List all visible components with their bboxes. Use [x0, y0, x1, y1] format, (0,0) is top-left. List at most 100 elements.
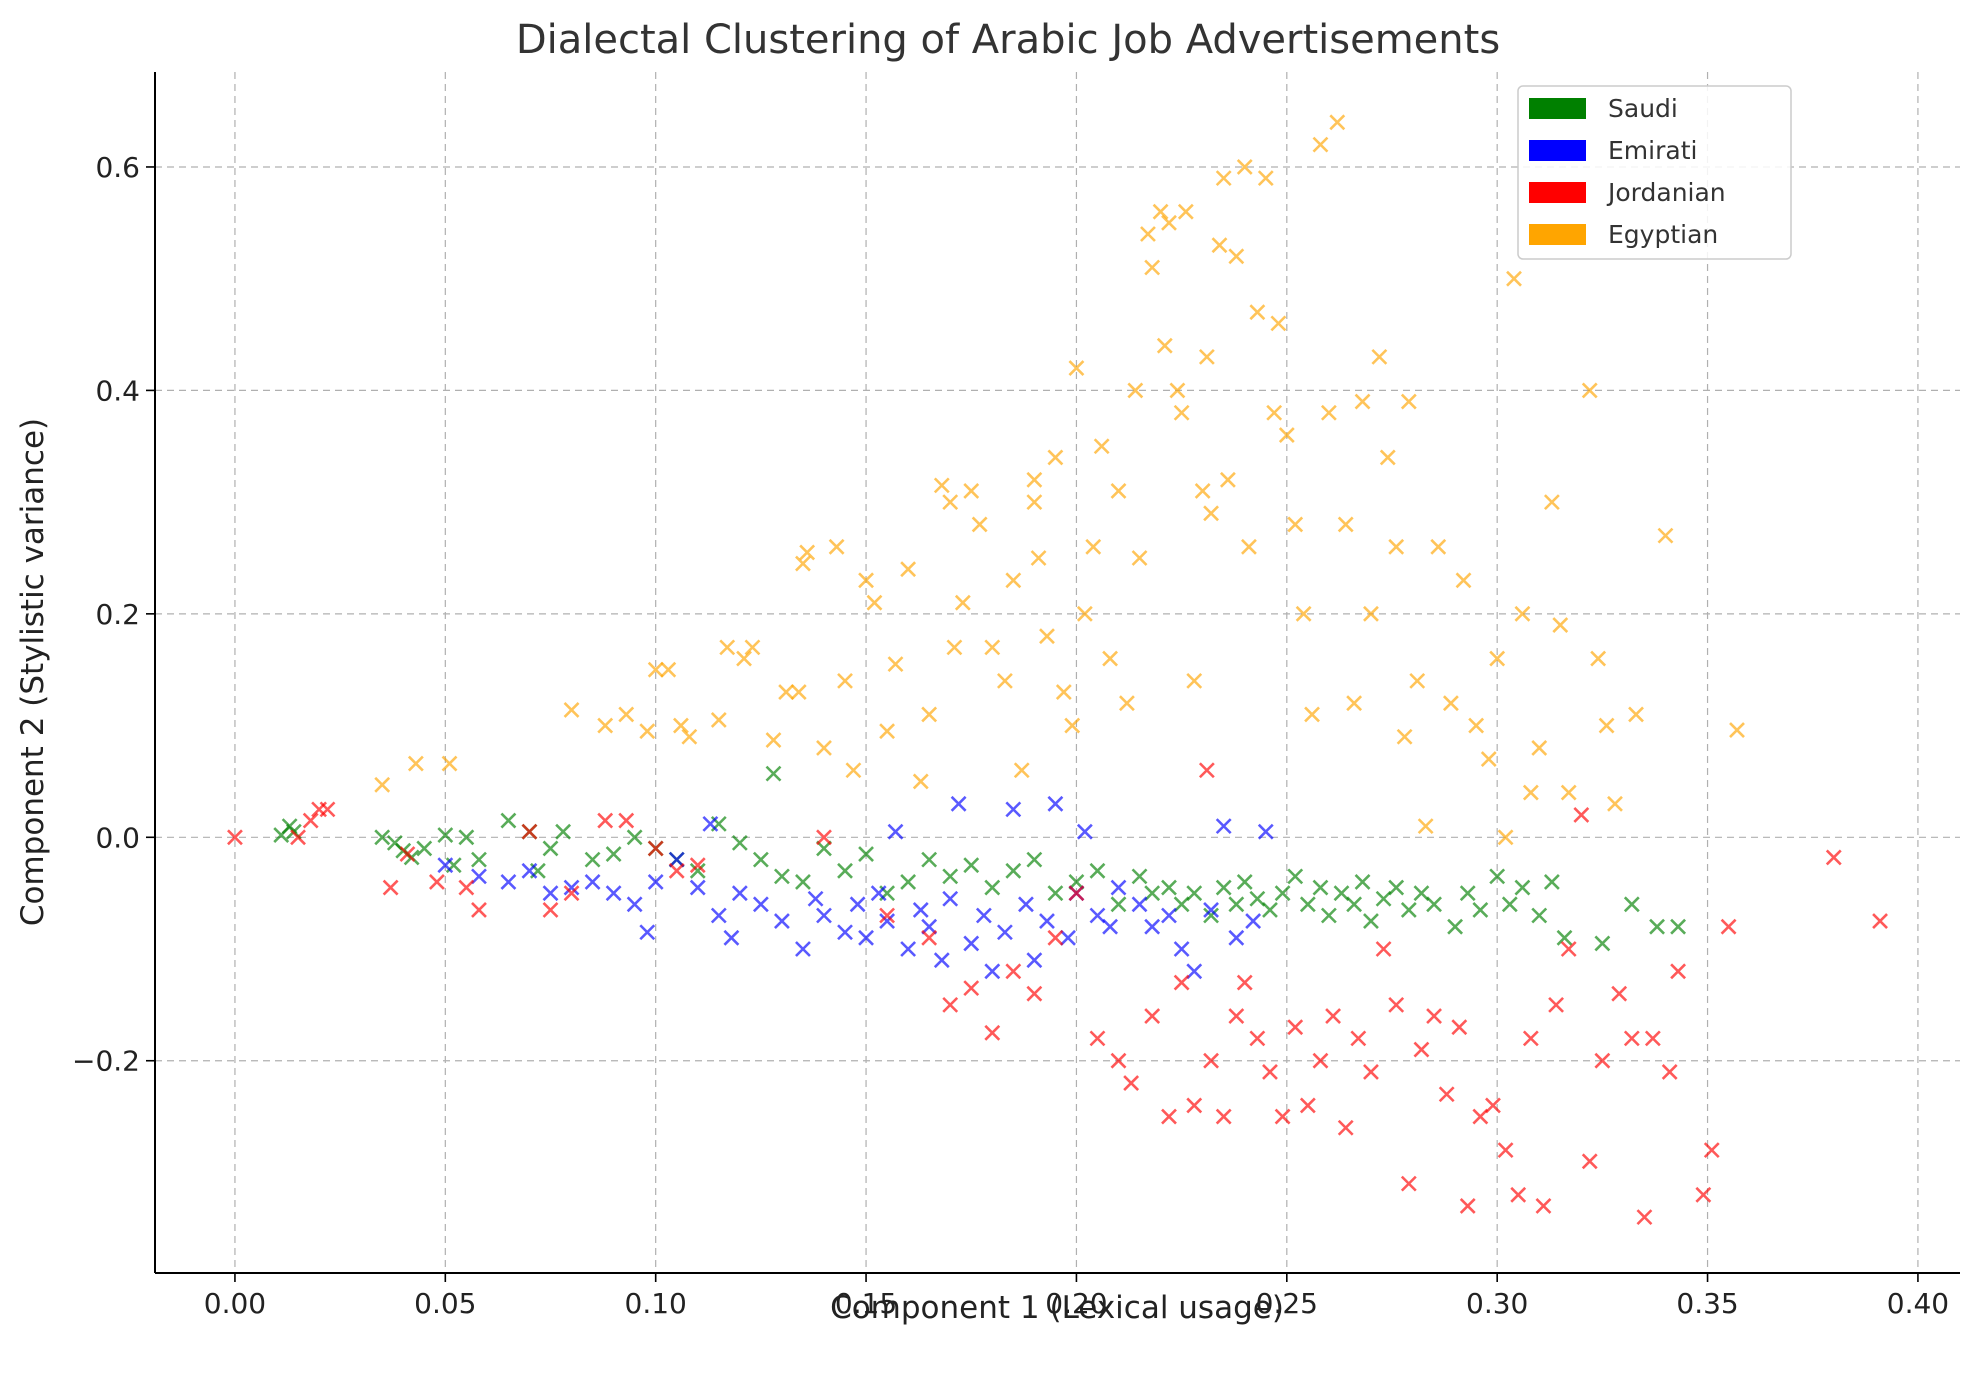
data-point: [437, 827, 454, 843]
data-point: [950, 795, 967, 812]
data-point: [374, 829, 391, 846]
data-point: [1249, 1030, 1266, 1047]
data-point: [1363, 1063, 1379, 1080]
data-point: [1161, 907, 1177, 924]
data-point: [866, 594, 883, 611]
data-point: [858, 572, 874, 589]
data-point: [921, 929, 938, 946]
data-point: [1110, 483, 1127, 499]
data-point: [1005, 963, 1022, 980]
data-point: [790, 684, 807, 700]
data-point: [887, 656, 904, 673]
data-point: [1249, 304, 1266, 321]
data-point: [1417, 818, 1434, 835]
data-point: [1442, 695, 1459, 712]
data-point: [1262, 1063, 1278, 1080]
data-point: [1287, 516, 1304, 533]
data-point: [963, 483, 980, 499]
data-point: [1219, 471, 1236, 488]
data-point: [1594, 1052, 1611, 1069]
data-point: [849, 896, 866, 913]
data-point: [1426, 1008, 1442, 1024]
legend-label: Emirati: [1608, 136, 1697, 165]
data-point: [1173, 941, 1190, 957]
data-point: [1110, 1052, 1127, 1069]
data-point: [1274, 885, 1291, 902]
x-tick-label: 0.25: [1256, 1287, 1318, 1320]
data-point: [1228, 896, 1245, 913]
data-point: [1131, 868, 1148, 885]
data-point: [1169, 382, 1186, 399]
series-jordanian: [227, 762, 1888, 1226]
data-point: [1489, 868, 1506, 885]
data-point: [1089, 1030, 1106, 1047]
data-point: [1522, 784, 1539, 801]
data-point: [1560, 941, 1577, 957]
data-point: [1670, 963, 1687, 980]
data-point: [1628, 706, 1644, 723]
data-point: [723, 929, 740, 946]
data-point: [1346, 695, 1363, 712]
legend-label: Jordanian: [1606, 178, 1726, 207]
data-point: [437, 857, 454, 874]
legend-swatch: [1529, 140, 1586, 161]
data-point: [1522, 1030, 1539, 1047]
data-point: [1531, 739, 1548, 756]
data-point: [1047, 449, 1064, 466]
data-point: [382, 879, 399, 896]
data-point: [1123, 1075, 1140, 1091]
data-point: [1039, 628, 1055, 645]
legend-swatch: [1529, 182, 1586, 203]
data-point: [1552, 617, 1569, 633]
x-tick-label: 0.30: [1466, 1287, 1528, 1320]
data-point: [1076, 605, 1093, 622]
data-point: [542, 885, 559, 902]
data-point: [933, 952, 950, 969]
data-point: [778, 684, 795, 700]
data-point: [471, 901, 487, 918]
data-point: [416, 840, 433, 857]
data-point: [1236, 874, 1253, 890]
data-point: [605, 846, 622, 862]
data-point: [639, 723, 656, 740]
data-point: [963, 980, 980, 997]
data-point: [1144, 1008, 1161, 1024]
data-point: [1497, 1142, 1514, 1159]
series-egyptian: [374, 114, 1745, 846]
data-point: [1329, 114, 1346, 131]
data-point: [975, 907, 992, 924]
data-point: [1093, 438, 1110, 455]
data-point: [1312, 879, 1329, 896]
data-point: [1346, 896, 1363, 913]
data-point: [984, 639, 1001, 656]
data-point: [1514, 879, 1531, 896]
data-point: [1005, 862, 1022, 879]
data-point: [1186, 885, 1203, 902]
data-point: [1299, 1097, 1316, 1114]
data-point: [1535, 1198, 1552, 1214]
data-point: [765, 765, 782, 782]
axes: [154, 72, 1960, 1274]
data-point: [1186, 963, 1203, 980]
data-point: [1215, 879, 1232, 896]
data-point: [1337, 1119, 1354, 1136]
data-point: [1211, 237, 1228, 254]
data-point: [1506, 270, 1522, 287]
data-point: [1215, 170, 1232, 187]
data-point: [773, 868, 790, 885]
data-point: [1228, 248, 1245, 265]
data-point: [1026, 851, 1043, 868]
data-point: [795, 874, 811, 890]
data-point: [1131, 550, 1148, 566]
data-point: [1026, 985, 1043, 1002]
data-point: [816, 739, 832, 756]
y-tick-label: −0.2: [72, 1045, 140, 1078]
data-point: [1304, 706, 1320, 723]
data-point: [1594, 935, 1611, 952]
data-point: [1173, 404, 1190, 421]
data-point: [302, 812, 319, 829]
x-tick-label: 0.00: [204, 1287, 266, 1320]
data-point: [1607, 795, 1623, 812]
data-point: [1110, 879, 1127, 896]
data-point: [837, 862, 853, 879]
